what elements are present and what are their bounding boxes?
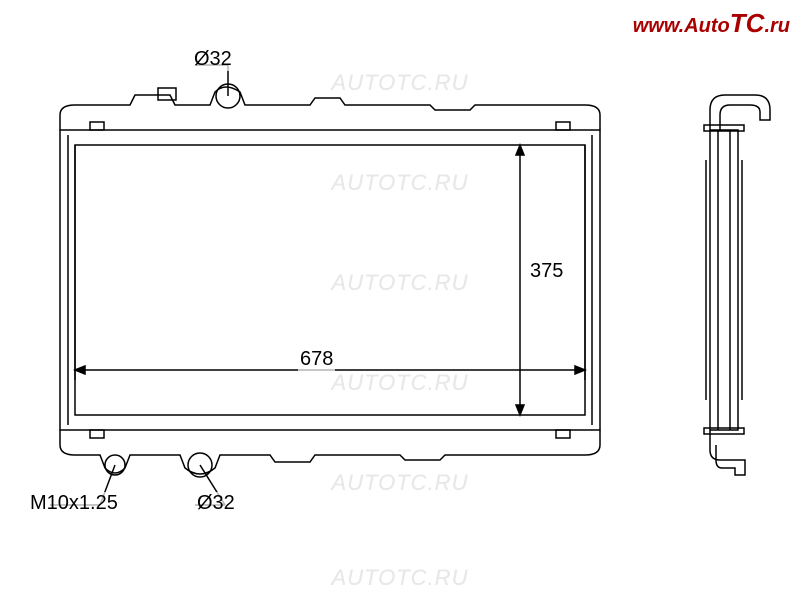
dim-bottom-port-label: Ø32 <box>195 492 237 515</box>
dim-thread-label: M10x1.25 <box>28 492 120 515</box>
dim-width-label: 678 <box>298 348 335 371</box>
dim-height-label: 375 <box>528 260 565 283</box>
logo-text: www.AutoTC.ru <box>633 15 790 37</box>
site-logo: www.AutoTC.ru <box>633 8 790 39</box>
dim-top-port-label: Ø32 <box>192 48 234 71</box>
radiator-diagram <box>0 0 800 600</box>
